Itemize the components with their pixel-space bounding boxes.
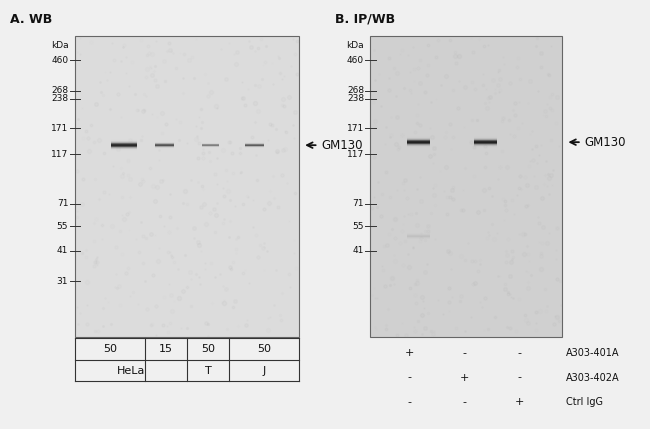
Text: A. WB: A. WB	[10, 13, 52, 26]
Text: +: +	[405, 347, 415, 358]
Text: kDa: kDa	[346, 41, 364, 50]
Text: 460: 460	[347, 56, 364, 65]
Text: A303-402A: A303-402A	[566, 372, 619, 383]
Text: 50: 50	[257, 344, 271, 354]
Text: 41: 41	[352, 246, 364, 255]
Text: 50: 50	[103, 344, 117, 354]
Text: 55: 55	[57, 222, 68, 231]
Text: 238: 238	[51, 94, 68, 103]
Text: 117: 117	[51, 150, 68, 159]
Text: 117: 117	[346, 150, 364, 159]
Text: J: J	[263, 366, 266, 376]
Text: 268: 268	[51, 86, 68, 95]
Text: 71: 71	[57, 199, 68, 208]
Text: -: -	[462, 397, 467, 408]
Text: 41: 41	[57, 246, 68, 255]
Text: T: T	[205, 366, 211, 376]
Text: A303-401A: A303-401A	[566, 347, 619, 358]
Text: 238: 238	[347, 94, 364, 103]
Text: 15: 15	[159, 344, 173, 354]
Text: -: -	[517, 372, 521, 383]
Text: 171: 171	[346, 124, 364, 133]
Text: 460: 460	[51, 56, 68, 65]
Text: 171: 171	[51, 124, 68, 133]
Text: +: +	[514, 397, 524, 408]
Text: B. IP/WB: B. IP/WB	[335, 13, 395, 26]
Text: 50: 50	[202, 344, 215, 354]
Text: HeLa: HeLa	[116, 366, 145, 376]
Text: -: -	[408, 372, 412, 383]
Bar	[370, 36, 562, 337]
Text: +: +	[460, 372, 469, 383]
Text: Ctrl IgG: Ctrl IgG	[566, 397, 603, 408]
Text: 71: 71	[352, 199, 364, 208]
Bar	[75, 36, 299, 337]
Text: kDa: kDa	[51, 41, 68, 50]
Text: 31: 31	[57, 277, 68, 286]
Text: -: -	[462, 347, 467, 358]
Text: 268: 268	[347, 86, 364, 95]
Text: GM130: GM130	[584, 136, 626, 149]
Text: 55: 55	[352, 222, 364, 231]
Text: -: -	[517, 347, 521, 358]
Text: -: -	[408, 397, 412, 408]
Text: GM130: GM130	[321, 139, 363, 152]
